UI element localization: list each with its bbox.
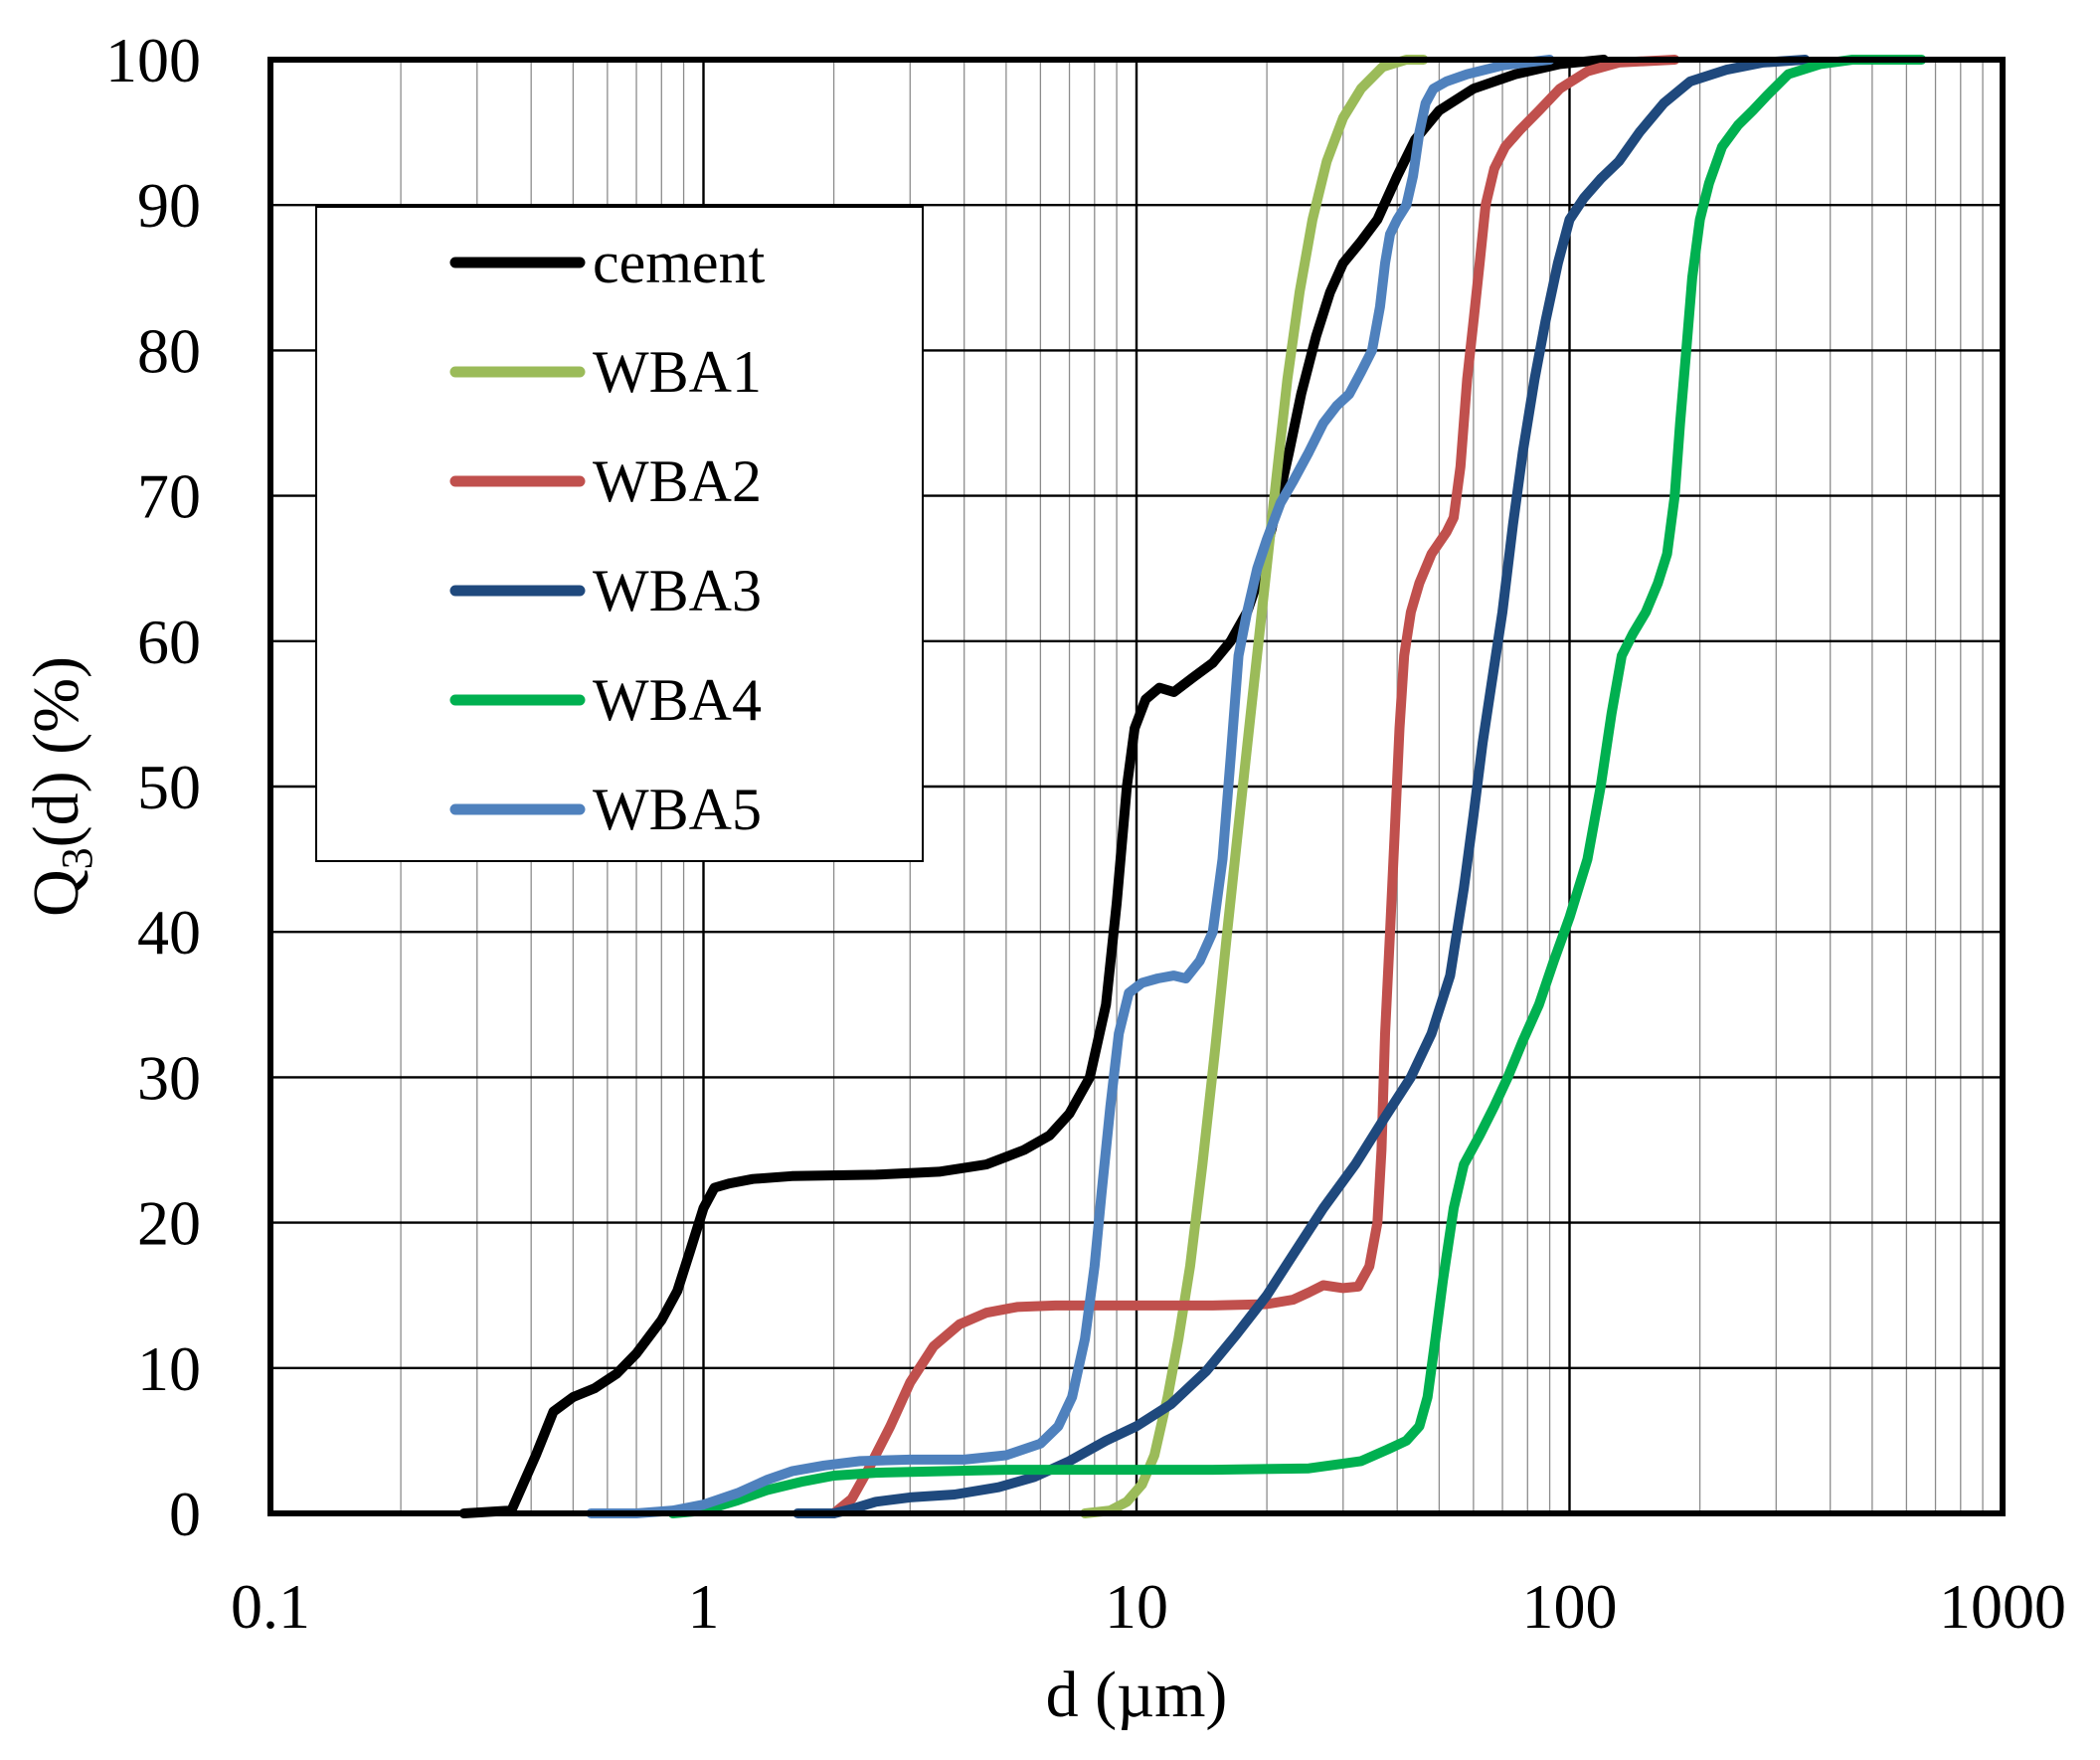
series-line-cement xyxy=(458,55,1609,1518)
legend-box xyxy=(315,206,924,862)
y-axis-title-rest: (d) (%) xyxy=(20,656,92,847)
y-tick-label: 60 xyxy=(137,607,201,677)
x-tick-label: 100 xyxy=(1522,1571,1618,1642)
series-line-wba2 xyxy=(828,55,1680,1518)
series-layer xyxy=(458,55,1927,1518)
legend: cement WBA1 WBA2 WBA3 WBA4 WBA5 xyxy=(315,206,924,862)
legend-label-cement: cement xyxy=(593,230,766,295)
legend-label-wba2: WBA2 xyxy=(593,448,762,514)
legend-label-wba3: WBA3 xyxy=(593,558,762,623)
legend-label-wba4: WBA4 xyxy=(593,667,762,733)
y-tick-label: 20 xyxy=(137,1188,201,1259)
y-axis-title-main: Q xyxy=(20,869,92,917)
x-axis-title: d (µm) xyxy=(1046,1659,1228,1731)
plot-frame xyxy=(267,57,2006,1516)
y-tick-label: 70 xyxy=(137,461,201,532)
x-tick-labels: 0.1 1 10 100 1000 xyxy=(231,1571,2066,1642)
legend-label-wba1: WBA1 xyxy=(593,339,762,405)
y-tick-label: 10 xyxy=(137,1333,201,1404)
x-tick-label: 1000 xyxy=(1939,1571,2066,1642)
y-tick-label: 0 xyxy=(169,1479,201,1549)
y-tick-label: 100 xyxy=(105,25,201,95)
series-line-wba5 xyxy=(586,55,1555,1518)
x-tick-label: 1 xyxy=(688,1571,720,1642)
series-line-wba3 xyxy=(792,55,1811,1518)
y-axis-title-subscript: 3 xyxy=(53,847,101,869)
y-tick-label: 30 xyxy=(137,1042,201,1113)
y-tick-labels: 0 10 20 30 40 50 60 70 80 90 100 xyxy=(105,25,201,1549)
x-tick-label: 0.1 xyxy=(231,1571,310,1642)
legend-label-wba5: WBA5 xyxy=(593,777,762,842)
series-line-wba1 xyxy=(1080,55,1429,1518)
y-axis-title: Q3(d) (%) xyxy=(20,656,101,917)
y-tick-label: 40 xyxy=(137,897,201,968)
y-tick-label: 50 xyxy=(137,752,201,822)
y-tick-label: 90 xyxy=(137,170,201,241)
y-tick-label: 80 xyxy=(137,315,201,386)
x-tick-label: 10 xyxy=(1105,1571,1168,1642)
series-line-wba4 xyxy=(667,55,1927,1518)
